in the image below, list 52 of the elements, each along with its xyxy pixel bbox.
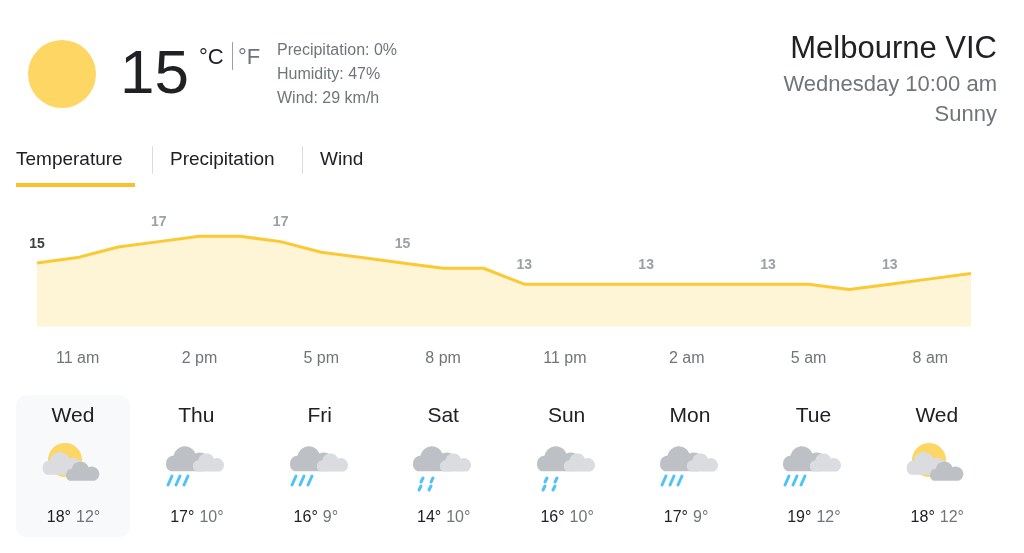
text: Temperature (16, 148, 123, 170)
data-label: 13 (516, 256, 533, 273)
data-label: 17 (151, 213, 167, 230)
category-label: Wed (50, 403, 96, 427)
text: Precipitation (170, 148, 275, 170)
text: 18° (909, 508, 935, 526)
category-label: Mon (668, 403, 712, 427)
x-tick-label: 2 pm (181, 348, 218, 366)
text: 18° (45, 508, 71, 526)
text: Precipitation: 0% (277, 41, 398, 59)
text: Sunny (934, 101, 997, 127)
text: °C (199, 44, 224, 70)
text: Wednesday 10:00 am (783, 71, 997, 97)
text: °F (238, 44, 261, 70)
text: 9° (322, 508, 340, 526)
text: 12° (76, 508, 102, 526)
text: 14° (416, 508, 442, 526)
category-label: Sun (546, 403, 587, 427)
category-label: Tue (794, 403, 833, 427)
text: 19° (786, 508, 812, 526)
x-tick-label: 5 pm (303, 348, 340, 366)
x-tick-label: 8 am (912, 348, 949, 366)
data-label: 13 (638, 256, 655, 273)
x-tick-label: 8 pm (425, 348, 461, 366)
category-label: Wed (914, 403, 960, 427)
data-label: 15 (394, 234, 411, 251)
text: 16° (292, 508, 318, 526)
category-label: Sat (426, 403, 460, 427)
text: Humidity: 47% (277, 65, 381, 83)
text: 10° (569, 508, 595, 526)
text: 15 (120, 36, 189, 107)
x-tick-label: 11 pm (543, 348, 587, 366)
category-label: Thu (177, 403, 216, 427)
text: Melbourne VIC (790, 30, 997, 66)
category-label: Fri (306, 403, 334, 427)
text: Wind: 29 km/h (277, 89, 380, 107)
x-tick-label: 5 am (790, 348, 827, 366)
text: 12° (939, 508, 965, 526)
text: 10° (199, 508, 225, 526)
text: 17° (169, 508, 195, 526)
x-tick-label: 11 am (55, 348, 100, 366)
text: Wind (320, 148, 364, 170)
data-label: 15 (29, 234, 45, 251)
text: 16° (539, 508, 565, 526)
text: 12° (816, 508, 842, 526)
text: 9° (693, 508, 710, 526)
data-label: 13 (760, 256, 776, 273)
x-tick-label: 2 am (668, 348, 705, 366)
data-label: 13 (881, 256, 898, 273)
text: 10° (446, 508, 472, 526)
text: 17° (662, 508, 688, 526)
data-label: 17 (272, 213, 289, 230)
